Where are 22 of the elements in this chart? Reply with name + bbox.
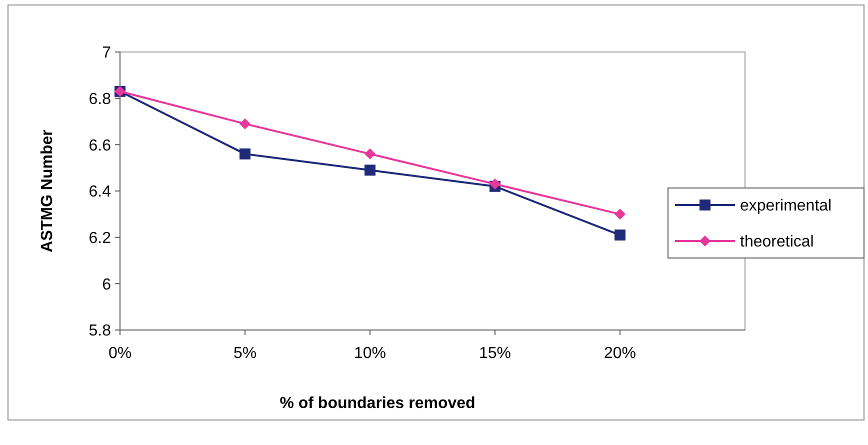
point [240,118,250,130]
x-tick-label: 10% [354,345,386,362]
x-tick-label: 0% [108,345,132,362]
y-tick-label: 7 [102,44,112,62]
y-tick-label: 6.2 [88,230,112,247]
x-tick-label: 5% [233,345,257,362]
point [614,230,626,241]
x-tick-label: 15% [478,345,512,362]
x-axis-title: % of boundaries removed [280,395,476,412]
y-tick-label: 6 [102,276,112,294]
point [364,148,376,160]
y-tick-label: 6.8 [88,90,112,108]
y-tick-label: 5.8 [88,322,112,340]
point [614,208,626,220]
y-axis-title: ASTMG Number [39,130,56,252]
point [364,164,376,176]
y-tick-label: 6.4 [88,184,112,201]
legend-label: experimental [740,198,832,215]
point [240,148,250,160]
y-tick-label: 6.6 [88,137,112,154]
x-tick-label: 20% [604,345,636,362]
legend-label: theoretical [740,234,814,251]
